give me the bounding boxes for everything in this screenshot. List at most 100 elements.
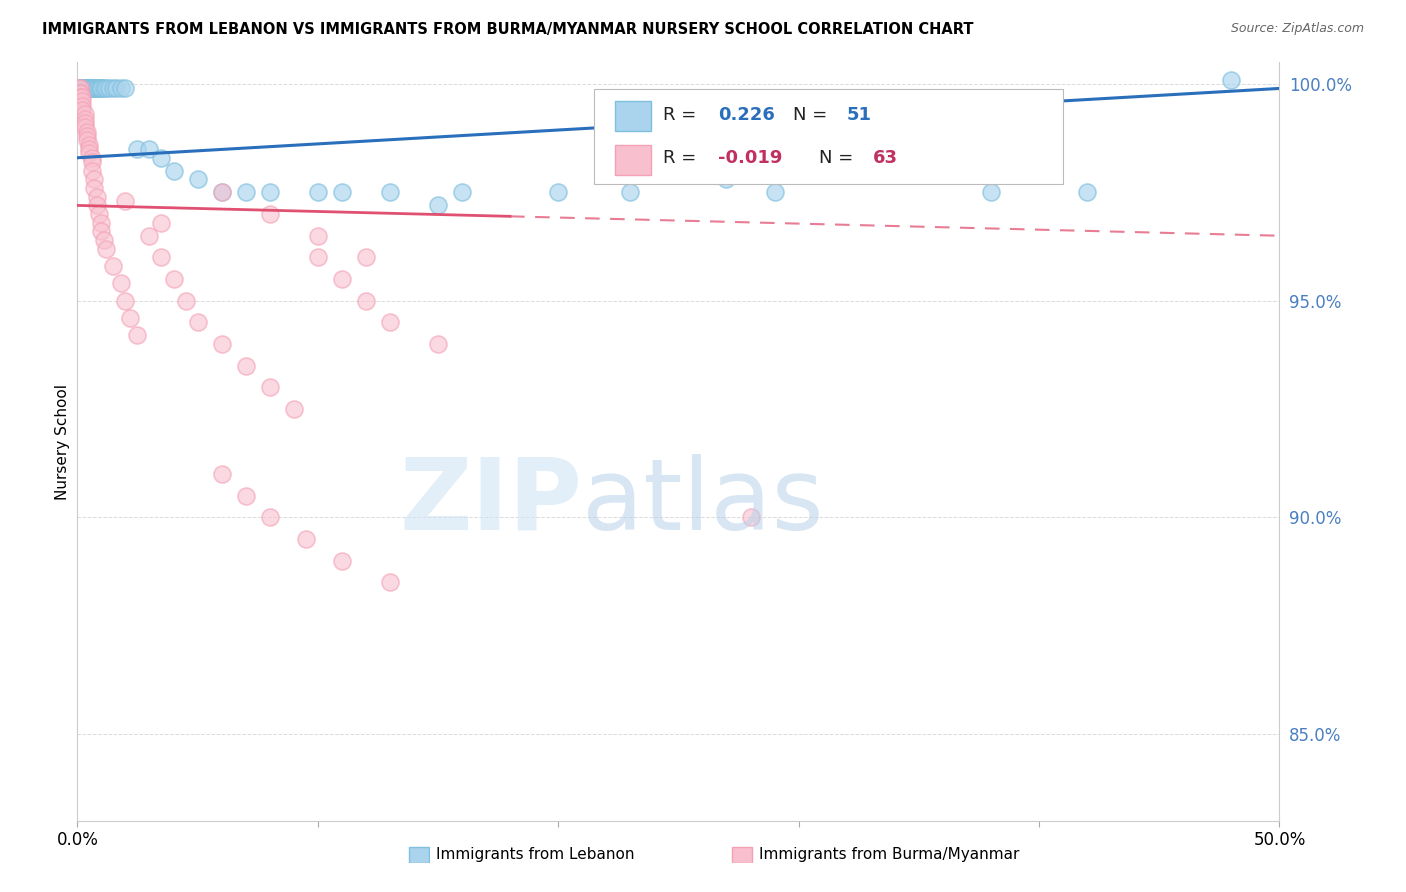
Text: IMMIGRANTS FROM LEBANON VS IMMIGRANTS FROM BURMA/MYANMAR NURSERY SCHOOL CORRELAT: IMMIGRANTS FROM LEBANON VS IMMIGRANTS FR… (42, 22, 974, 37)
Point (70, 81, 93, 95)
Point (354, 293, 377, 308)
Point (103, 259, 125, 273)
Point (90, 81, 112, 95)
Point (104, 81, 127, 95)
Text: R =: R = (662, 105, 702, 124)
Point (86, 81, 108, 95)
Point (93, 81, 115, 95)
Point (79, 81, 101, 95)
Point (70, 103, 93, 117)
Text: N =: N = (820, 149, 859, 167)
Point (150, 251, 173, 265)
Point (186, 315, 209, 329)
Point (1076, 186, 1098, 200)
Point (294, 532, 316, 546)
Text: 0.226: 0.226 (718, 105, 775, 124)
Point (70, 95, 93, 109)
Point (76, 129, 98, 144)
Point (90, 81, 112, 95)
Point (96, 242, 118, 256)
Point (619, 186, 641, 200)
Point (69, 81, 91, 95)
Point (259, 380, 281, 394)
Point (378, 315, 401, 329)
Point (87, 207, 110, 221)
Point (86, 190, 108, 204)
Text: Source: ZipAtlas.com: Source: ZipAtlas.com (1230, 22, 1364, 36)
Point (73, 81, 96, 95)
Point (69, 86, 91, 100)
Text: ZIP: ZIP (399, 454, 582, 550)
Point (259, 207, 281, 221)
Point (174, 293, 197, 308)
Point (150, 216, 173, 230)
Point (69, 81, 91, 95)
Point (740, 510, 762, 524)
Point (378, 186, 401, 200)
Point (120, 311, 142, 326)
Point (93, 233, 115, 247)
Point (110, 81, 132, 95)
Point (79, 142, 101, 156)
Point (70, 99, 93, 113)
Point (211, 186, 233, 200)
Point (96, 81, 118, 95)
Point (1220, 72, 1243, 87)
Point (76, 81, 98, 95)
Point (716, 172, 738, 186)
Point (80, 163, 103, 178)
Point (79, 81, 101, 95)
Point (127, 142, 149, 156)
Point (90, 216, 112, 230)
Point (259, 510, 281, 524)
FancyBboxPatch shape (614, 101, 651, 131)
Point (235, 186, 257, 200)
FancyBboxPatch shape (595, 89, 1063, 184)
Point (69, 81, 91, 95)
Point (259, 186, 281, 200)
Point (73, 112, 96, 126)
Text: N =: N = (793, 105, 832, 124)
Text: 51: 51 (846, 105, 872, 124)
Point (73, 81, 96, 95)
Point (80, 151, 103, 165)
Point (70, 81, 93, 95)
Point (103, 81, 125, 95)
Text: Immigrants from Lebanon: Immigrants from Lebanon (436, 847, 634, 862)
Point (547, 186, 569, 200)
Point (90, 224, 112, 238)
Point (76, 81, 98, 95)
Point (80, 81, 103, 95)
Point (330, 554, 353, 568)
Point (127, 328, 149, 343)
Point (76, 81, 98, 95)
Point (87, 81, 110, 95)
Point (427, 198, 450, 212)
Point (73, 120, 96, 135)
Text: 63: 63 (873, 149, 898, 167)
Point (83, 172, 105, 186)
Point (186, 172, 209, 186)
Point (79, 146, 101, 161)
Point (110, 277, 132, 291)
Point (378, 575, 401, 590)
Point (451, 186, 474, 200)
Point (211, 467, 233, 481)
Point (150, 151, 173, 165)
Point (980, 186, 1002, 200)
Point (114, 293, 136, 308)
Point (69, 86, 91, 100)
Y-axis label: Nursery School: Nursery School (55, 384, 70, 500)
Point (283, 402, 305, 417)
Point (307, 251, 329, 265)
Point (427, 337, 450, 351)
Text: -0.019: -0.019 (718, 149, 783, 167)
Point (138, 228, 160, 243)
Point (80, 155, 103, 169)
Point (138, 142, 160, 156)
Point (70, 81, 93, 95)
Point (162, 163, 184, 178)
Point (70, 90, 93, 104)
Point (73, 116, 96, 130)
Point (835, 163, 858, 178)
